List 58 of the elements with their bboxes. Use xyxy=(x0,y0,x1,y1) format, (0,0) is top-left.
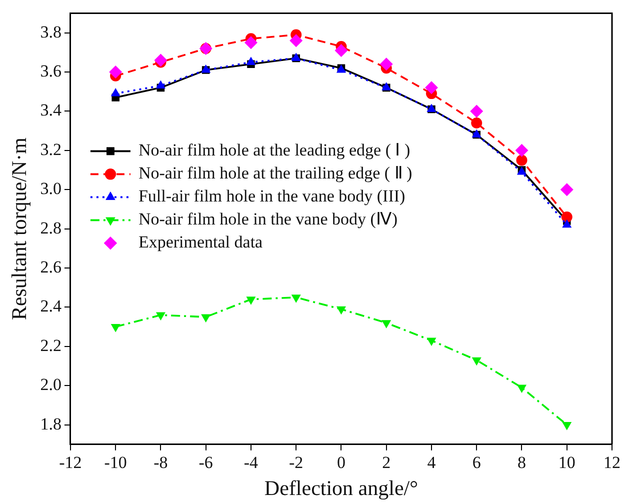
point xyxy=(516,384,527,394)
x-axis-title: Deflection angle/° xyxy=(264,476,418,500)
point xyxy=(201,314,211,322)
x-tick-label: 2 xyxy=(382,453,391,472)
point xyxy=(382,320,392,328)
y-tick-label: 3.2 xyxy=(40,140,62,159)
y-tick-label: 2.2 xyxy=(40,336,62,355)
x-tick-label: 4 xyxy=(427,453,436,472)
point xyxy=(336,306,346,315)
y-tick-label: 3.8 xyxy=(40,22,62,42)
point xyxy=(154,54,168,67)
x-tick-label: 6 xyxy=(472,453,481,472)
point xyxy=(561,212,572,223)
x-tick-label: -12 xyxy=(59,453,82,472)
x-tick-label: -6 xyxy=(198,453,213,472)
point xyxy=(334,44,348,57)
point xyxy=(110,324,120,332)
point xyxy=(156,312,166,321)
y-tick-label: 3.4 xyxy=(40,100,62,120)
point xyxy=(156,80,166,88)
legend-label: No-air film hole at the leading edge ( Ⅰ ) xyxy=(138,140,410,160)
y-tick-label: 2.8 xyxy=(40,218,62,238)
point xyxy=(470,104,484,118)
legend-label: No-air film hole in the vane body (Ⅳ) xyxy=(138,210,398,229)
point xyxy=(560,183,574,196)
legend-label: No-air film hole at the trailing edge ( Ⅱ ) xyxy=(138,164,412,183)
x-tick-label: -10 xyxy=(104,453,127,472)
y-tick-label: 1.8 xyxy=(40,414,62,434)
point xyxy=(244,36,258,50)
point xyxy=(291,294,301,303)
point xyxy=(426,338,436,346)
legend-label: Full-air film hole in the vane body (III) xyxy=(138,186,406,206)
y-tick-label: 3.0 xyxy=(40,179,62,198)
x-tick-label: 12 xyxy=(604,453,620,472)
point xyxy=(110,88,120,96)
point xyxy=(246,296,256,305)
y-tick-label: 2.4 xyxy=(40,296,62,316)
point xyxy=(516,154,528,166)
x-tick-label: -2 xyxy=(289,453,304,472)
point xyxy=(246,56,256,65)
y-tick-label: 2.6 xyxy=(40,257,62,276)
y-tick-label: 3.6 xyxy=(40,61,62,80)
point xyxy=(424,81,438,94)
x-tick-label: 0 xyxy=(336,453,346,472)
point xyxy=(472,357,482,366)
x-tick-label: 10 xyxy=(558,453,576,472)
x-tick-label: 8 xyxy=(517,453,526,472)
point xyxy=(380,58,393,71)
point xyxy=(562,422,572,430)
point xyxy=(471,117,482,128)
point xyxy=(515,144,528,157)
y-axis-title: Resultant torque/N·m xyxy=(7,138,32,320)
y-tick-label: 2.0 xyxy=(40,375,62,394)
point xyxy=(109,66,122,78)
x-tick-label: -4 xyxy=(244,453,259,472)
legend-label: Experimental data xyxy=(138,232,264,252)
x-tick-label: -8 xyxy=(154,453,168,472)
point xyxy=(290,34,303,48)
